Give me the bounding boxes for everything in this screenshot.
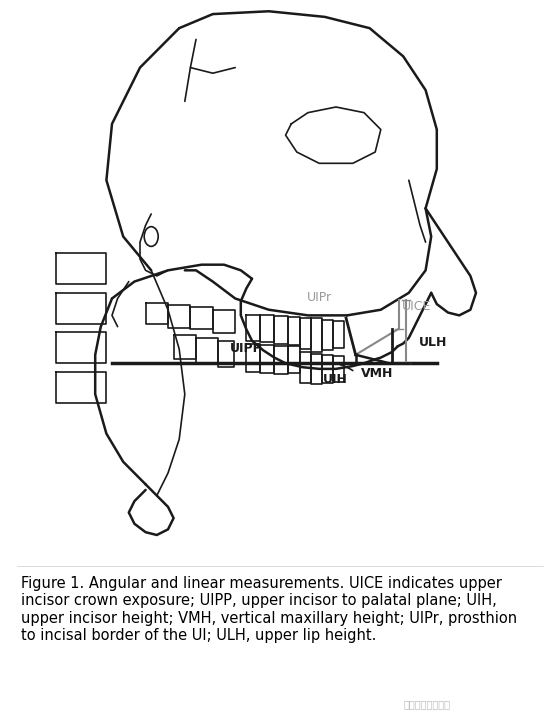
Text: Figure 1. Angular and linear measurements. UICE indicates upper
incisor crown ex: Figure 1. Angular and linear measurement…	[21, 576, 517, 643]
Text: UIH: UIH	[323, 373, 347, 386]
Text: ULH: ULH	[419, 336, 447, 349]
Text: UICE: UICE	[402, 300, 431, 313]
Text: VMH: VMH	[361, 367, 394, 380]
Text: UIPP: UIPP	[230, 342, 263, 355]
Text: UIPr: UIPr	[307, 291, 332, 304]
Text: 浙一口腔正奚社群: 浙一口腔正奚社群	[403, 700, 450, 709]
